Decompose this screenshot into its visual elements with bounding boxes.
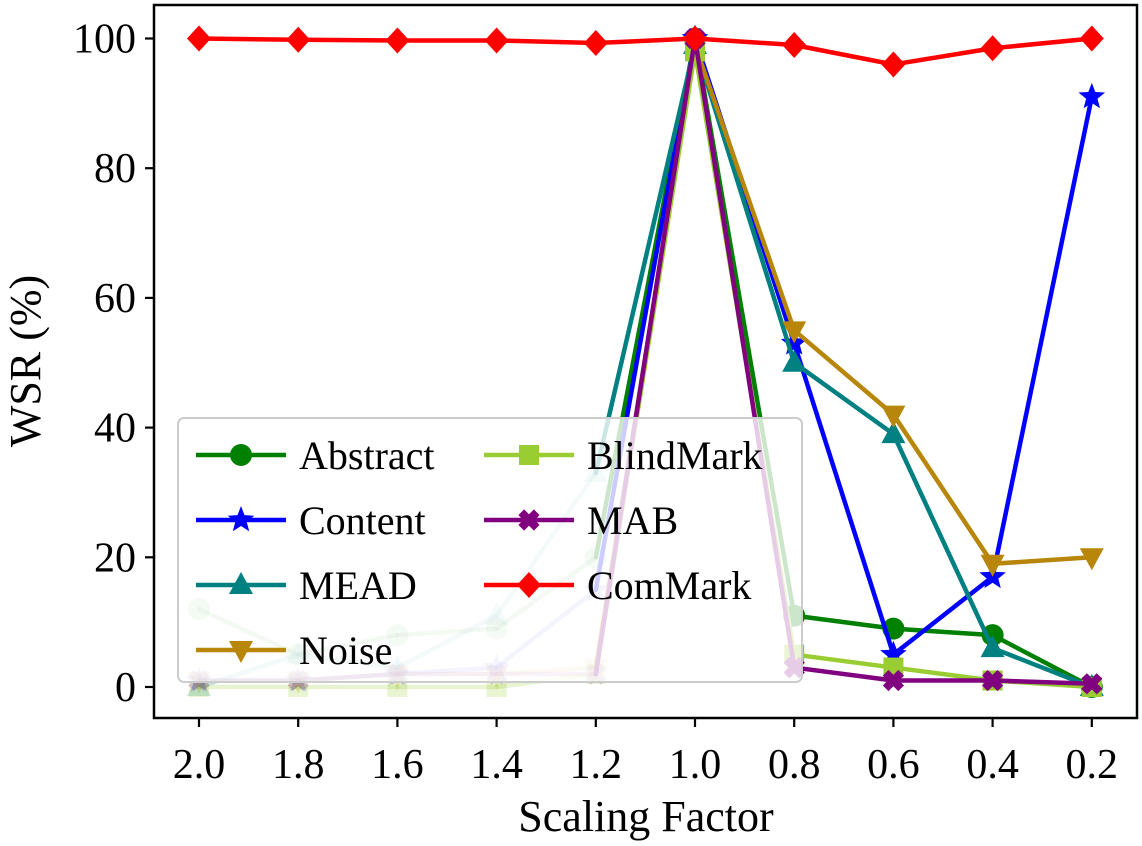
data-point — [1081, 673, 1103, 695]
legend-marker — [517, 572, 541, 598]
axes-layer: 2.0 1.8 1.6 1.4 1.2 1.0 0.8 0.6 0.4 0.2 0 20 40 60 80 1… — [73, 17, 1118, 789]
series-line-segment — [593, 36, 698, 46]
plot-frame — [152, 3, 1139, 720]
data-point — [880, 640, 907, 666]
series-line-segment — [891, 431, 995, 651]
series-commark — [187, 25, 1104, 78]
series-line-segment — [791, 341, 896, 657]
x-axis-label: Scaling Factor — [518, 792, 774, 841]
legend-marker — [229, 572, 253, 594]
legend-item-noise: Noise — [196, 628, 392, 673]
legend-marker — [519, 445, 539, 465]
x-tick-label: 0.4 — [966, 742, 1019, 788]
data-point — [1079, 548, 1104, 571]
series-line-segment — [295, 37, 400, 43]
legend: Abstract Content MEAD Noise BlindMark MAB ComM… — [177, 417, 803, 683]
series-line-segment — [990, 36, 1095, 51]
series-line-segment — [791, 652, 896, 670]
data-point — [583, 30, 608, 57]
y-tick-label: 40 — [94, 406, 136, 452]
legend-item-content: Content — [196, 498, 426, 543]
y-tick-label: 0 — [115, 665, 136, 711]
legend-label: MAB — [587, 498, 678, 543]
x-tick-label: 1.8 — [272, 742, 325, 788]
legend-label: Abstract — [299, 433, 435, 478]
legend-item-blindmark: BlindMark — [484, 433, 763, 478]
legend-label: Noise — [299, 628, 392, 673]
y-tick-label: 60 — [94, 276, 136, 322]
data-point — [782, 349, 807, 372]
series-line-segment — [990, 678, 1095, 687]
legend-marker — [229, 641, 253, 663]
data-point — [187, 674, 211, 696]
data-point — [881, 51, 906, 78]
data-point — [982, 669, 1004, 692]
data-point — [882, 669, 904, 692]
legend-item-mab: MAB — [484, 498, 678, 543]
series-line-segment — [990, 94, 1095, 580]
series-line-segment — [791, 665, 896, 683]
legend-label: Content — [299, 498, 426, 543]
series-line-segment — [990, 555, 1095, 567]
x-tick-label: 0.2 — [1066, 742, 1119, 788]
series-line-segment — [791, 360, 896, 437]
legend-marker — [227, 506, 255, 532]
x-tick-label: 0.6 — [867, 742, 920, 788]
legend-item-mead: MEAD — [196, 563, 417, 608]
data-point — [286, 26, 311, 53]
series-line-segment — [891, 626, 995, 638]
legend-marker — [518, 509, 540, 531]
data-point — [187, 25, 211, 52]
legend-item-commark: ComMark — [484, 563, 751, 608]
legend-label: BlindMark — [587, 433, 763, 478]
data-point — [782, 31, 807, 58]
data-point — [385, 27, 410, 54]
data-point — [683, 25, 707, 52]
series-line-segment — [196, 36, 301, 43]
series-line-segment — [692, 36, 797, 48]
y-tick-label: 80 — [94, 146, 136, 192]
series-line-segment — [593, 42, 698, 476]
data-point — [881, 405, 906, 428]
data-point — [1078, 82, 1106, 109]
x-tick-label: 1.6 — [371, 742, 424, 788]
series-line-segment — [891, 574, 995, 657]
data-point — [1079, 25, 1104, 52]
series-line-segment — [494, 38, 599, 46]
y-tick-label: 20 — [94, 535, 136, 581]
y-tick-label: 100 — [73, 17, 136, 63]
legend-box — [177, 417, 803, 683]
data-point — [980, 635, 1005, 658]
data-point — [484, 27, 509, 54]
x-tick-label: 1.4 — [470, 742, 523, 788]
data-point — [980, 554, 1005, 577]
data-point — [782, 321, 807, 344]
data-point — [980, 35, 1005, 62]
series-line-segment — [791, 613, 896, 631]
x-tick-label: 2.0 — [173, 742, 226, 788]
series-line-segment — [891, 45, 995, 67]
legend-marker — [230, 444, 252, 466]
legend-item-abstract: Abstract — [196, 433, 435, 478]
series-line-segment — [692, 42, 797, 333]
series-line-segment — [891, 412, 995, 567]
x-tick-label: 1.0 — [669, 742, 722, 788]
series-line-segment — [791, 328, 896, 417]
data-point — [881, 421, 906, 444]
y-axis-label: WSR (%) — [1, 275, 50, 447]
legend-label: MEAD — [299, 563, 417, 608]
series-line-segment — [791, 42, 896, 67]
legend-label: ComMark — [587, 563, 751, 608]
series-line-segment — [990, 645, 1095, 690]
x-tick-label: 0.8 — [768, 742, 821, 788]
x-tick-label: 1.2 — [570, 742, 623, 788]
